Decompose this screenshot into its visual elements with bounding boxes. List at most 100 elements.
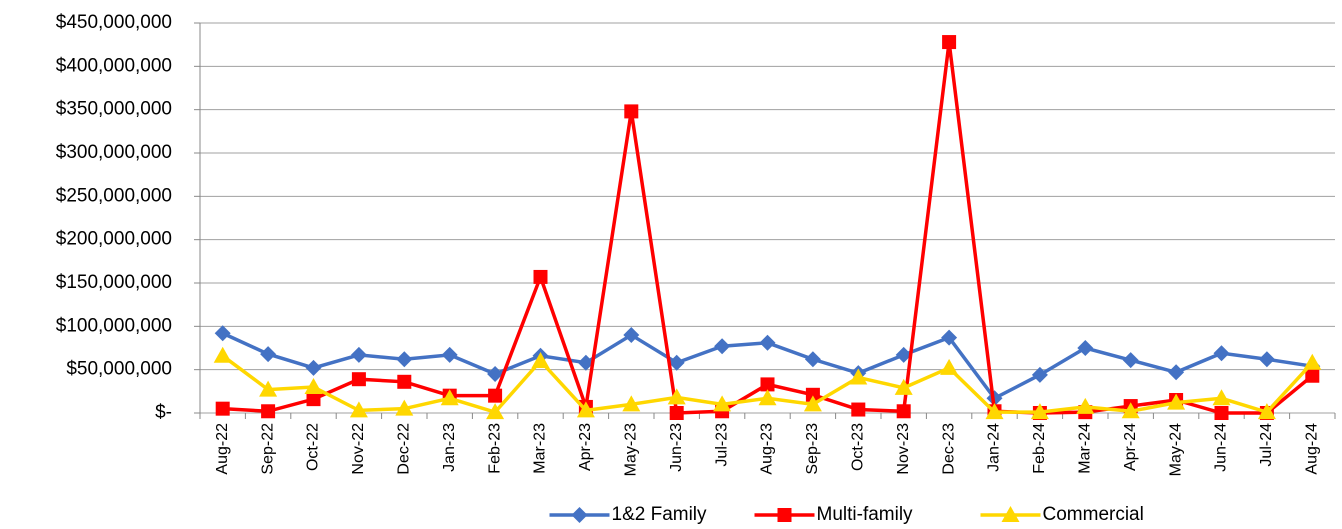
marker xyxy=(1258,351,1275,368)
legend-label: Multi-family xyxy=(817,504,914,525)
x-tick-label: Dec-22 xyxy=(396,423,413,475)
marker xyxy=(350,346,367,363)
marker xyxy=(1077,340,1094,356)
x-tick-label: Jun-23 xyxy=(668,423,685,472)
marker xyxy=(942,35,957,50)
x-tick-label: Sep-23 xyxy=(804,423,821,475)
marker xyxy=(305,359,322,376)
marker xyxy=(486,403,505,420)
marker xyxy=(1030,403,1049,420)
x-tick-label: Feb-24 xyxy=(1031,423,1048,474)
marker xyxy=(941,329,958,346)
x-tick-label: Jul-24 xyxy=(1258,423,1275,467)
y-tick-label: $450,000,000 xyxy=(56,12,172,33)
y-tick-label: $400,000,000 xyxy=(56,55,172,76)
marker xyxy=(304,378,323,394)
y-tick-label: $100,000,000 xyxy=(56,315,172,336)
x-tick-label: Nov-22 xyxy=(350,423,367,475)
marker xyxy=(396,351,413,368)
marker xyxy=(571,507,588,523)
marker xyxy=(714,338,731,355)
marker xyxy=(306,392,321,407)
marker xyxy=(533,269,548,284)
marker xyxy=(1212,389,1231,406)
marker xyxy=(1121,402,1140,419)
marker xyxy=(760,377,775,392)
marker xyxy=(669,406,684,420)
marker xyxy=(895,346,912,363)
x-tick-label: Jul-23 xyxy=(713,423,730,467)
marker xyxy=(1257,403,1276,420)
marker xyxy=(349,401,368,418)
x-tick-label: Oct-22 xyxy=(305,423,322,471)
y-tick-label: $300,000,000 xyxy=(56,142,172,163)
x-tick-label: Jan-24 xyxy=(986,423,1003,472)
marker xyxy=(1213,345,1230,362)
marker xyxy=(1168,364,1185,381)
marker xyxy=(894,378,913,395)
marker xyxy=(759,334,776,351)
marker xyxy=(487,366,504,382)
x-tick-label: Mar-24 xyxy=(1077,423,1094,474)
y-tick-label: $250,000,000 xyxy=(56,185,172,206)
marker xyxy=(1031,366,1048,383)
marker xyxy=(624,104,639,119)
x-tick-label: Jan-23 xyxy=(441,423,458,472)
marker xyxy=(261,404,276,419)
marker xyxy=(395,399,414,416)
x-tick-label: May-23 xyxy=(623,423,640,476)
x-tick-label: Apr-23 xyxy=(577,423,594,471)
marker xyxy=(940,358,959,375)
x-tick-label: Aug-23 xyxy=(759,423,776,475)
x-tick-label: Jun-24 xyxy=(1213,423,1230,472)
marker xyxy=(1303,353,1322,370)
marker xyxy=(758,389,777,406)
marker xyxy=(1076,397,1095,414)
y-tick-label: $- xyxy=(155,402,172,423)
marker xyxy=(1167,393,1186,410)
marker xyxy=(1214,406,1229,420)
marker xyxy=(849,368,868,385)
x-tick-label: Oct-23 xyxy=(850,423,867,471)
marker xyxy=(213,346,232,363)
x-tick-label: May-24 xyxy=(1167,423,1184,476)
marker xyxy=(1001,506,1020,522)
marker xyxy=(214,325,231,342)
y-tick-label: $50,000,000 xyxy=(66,359,172,380)
x-tick-label: Sep-22 xyxy=(259,423,276,475)
x-tick-label: Aug-24 xyxy=(1304,423,1321,475)
marker xyxy=(351,372,366,387)
marker xyxy=(441,346,458,363)
marker xyxy=(576,401,595,418)
marker xyxy=(397,374,412,389)
marker xyxy=(531,352,550,368)
legend-label: 1&2 Family xyxy=(612,504,708,525)
marker xyxy=(260,346,277,363)
marker xyxy=(804,351,821,368)
marker xyxy=(667,388,686,405)
marker xyxy=(215,401,230,416)
marker xyxy=(668,354,685,371)
marker xyxy=(805,387,820,402)
legend-label: Commercial xyxy=(1043,504,1144,525)
x-tick-label: Dec-23 xyxy=(940,423,957,475)
x-tick-label: Feb-23 xyxy=(486,423,503,474)
marker xyxy=(985,403,1004,420)
marker xyxy=(851,402,866,417)
x-tick-label: Nov-23 xyxy=(895,423,912,475)
marker xyxy=(623,327,640,343)
marker xyxy=(577,354,594,371)
marker xyxy=(896,404,911,419)
x-tick-label: Aug-22 xyxy=(214,423,231,475)
marker xyxy=(622,395,641,412)
y-tick-label: $350,000,000 xyxy=(56,99,172,120)
marker xyxy=(777,508,792,522)
marker xyxy=(259,380,278,397)
x-tick-label: Apr-24 xyxy=(1122,423,1139,471)
marker xyxy=(1305,368,1320,383)
x-tick-label: Mar-23 xyxy=(532,423,549,474)
marker xyxy=(1122,352,1139,369)
y-tick-label: $200,000,000 xyxy=(56,229,172,250)
y-tick-label: $150,000,000 xyxy=(56,272,172,293)
